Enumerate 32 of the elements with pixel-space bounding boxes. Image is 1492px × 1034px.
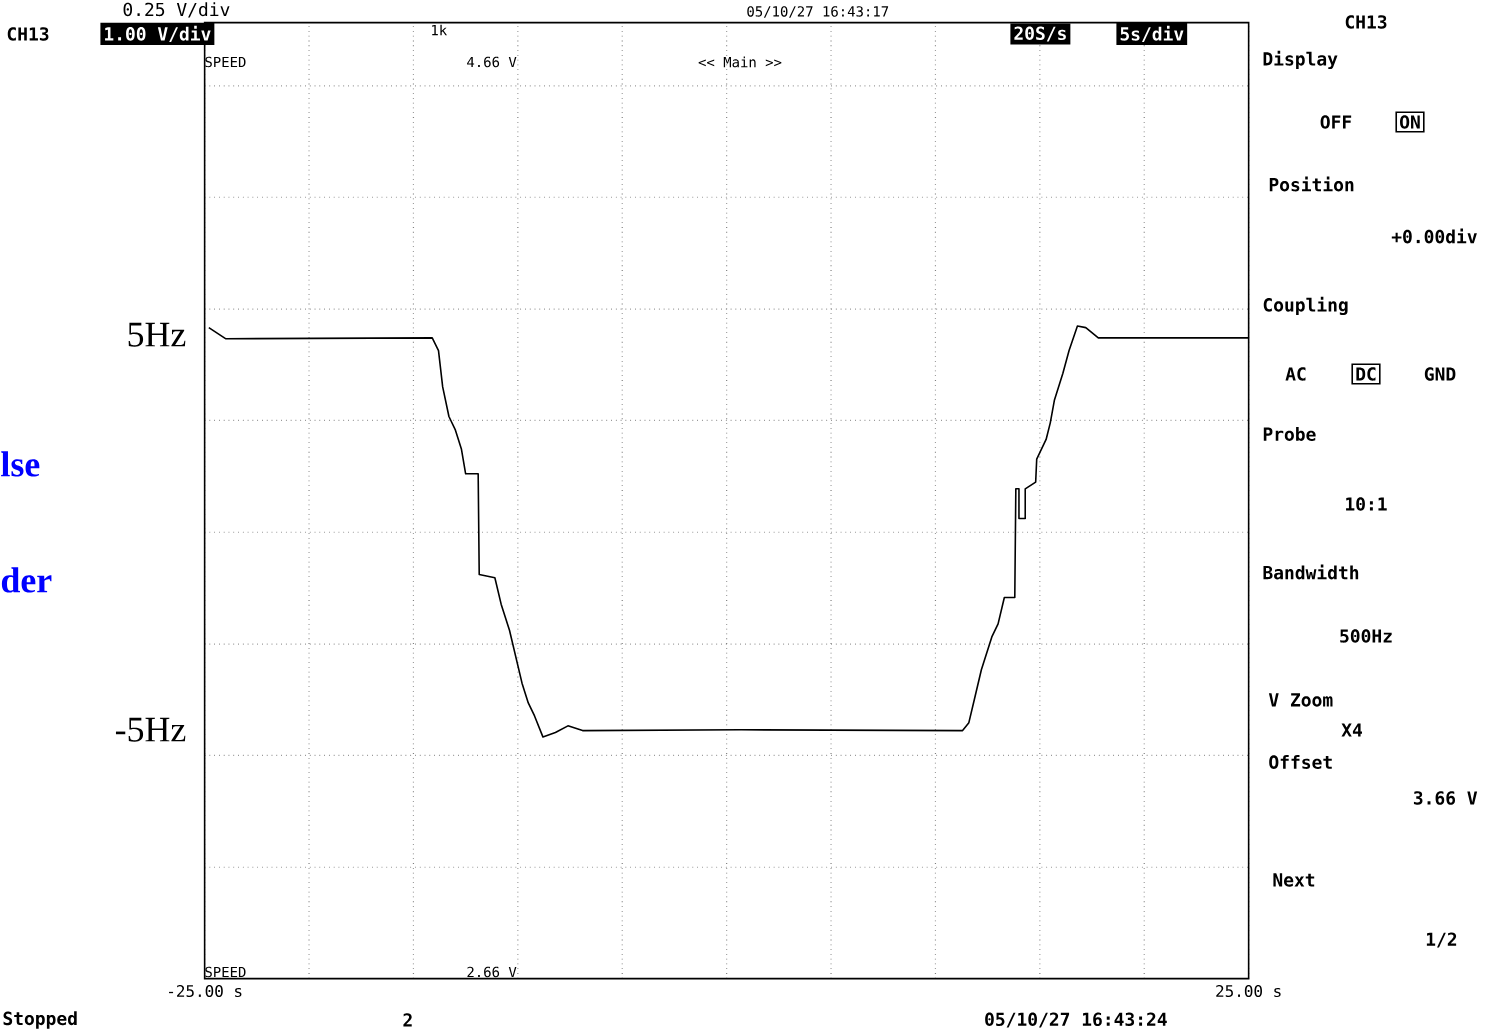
text: 500Hz	[1340, 629, 1392, 643]
text: 05/10/27 16:43:24	[985, 1012, 1167, 1028]
text: Display	[1263, 50, 1338, 70]
y-tick-label: 5Hz	[128, 322, 186, 347]
annotation: 1.00 V/div	[105, 25, 211, 43]
text: OFF	[1320, 115, 1352, 129]
text: X4	[1341, 723, 1362, 737]
text: der	[1, 567, 52, 593]
text: 2	[403, 1013, 412, 1027]
text: 1/2	[1426, 932, 1457, 948]
text: 10:1	[1346, 497, 1387, 511]
annotation: 20S/s	[1014, 26, 1066, 42]
text: Probe	[1263, 427, 1316, 441]
y-tick-label: -5Hz	[115, 717, 186, 742]
text: Coupling	[1263, 296, 1348, 316]
text: GND	[1424, 367, 1456, 381]
text: lse	[1, 451, 40, 477]
text: Bandwidth	[1263, 564, 1359, 580]
text: Position	[1269, 176, 1354, 192]
text: 3.66 V	[1413, 791, 1478, 805]
text: CH13	[1345, 15, 1387, 29]
text: AC	[1285, 367, 1306, 381]
text: Next	[1273, 873, 1315, 887]
text: Stopped	[3, 1011, 77, 1029]
text: CH13	[7, 27, 49, 41]
text: Offset	[1269, 755, 1332, 769]
text: V Zoom	[1268, 693, 1333, 707]
annotation: 5s/div	[1120, 25, 1184, 43]
text: DC	[1356, 367, 1376, 381]
text: +0.00div	[1391, 228, 1477, 244]
text: ON	[1400, 115, 1420, 129]
text: 0.25 V/div	[123, 2, 230, 18]
